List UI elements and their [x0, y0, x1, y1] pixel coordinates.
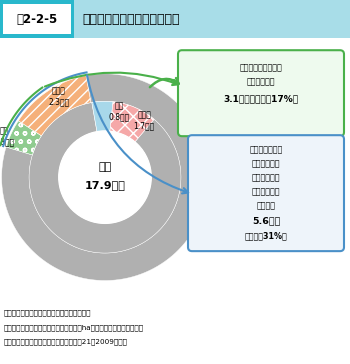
- Text: 注：基幹的水利施設（受益面積１００ha以上の農業水利施設）の資: 注：基幹的水利施設（受益面積１００ha以上の農業水利施設）の資: [4, 324, 144, 331]
- Text: 3.1兆円（全体の17%）: 3.1兆円（全体の17%）: [223, 95, 299, 104]
- Text: 資料：農林水産省「農業基盤情報基礎調査」: 資料：農林水産省「農業基盤情報基礎調査」: [4, 309, 91, 316]
- Circle shape: [59, 131, 151, 223]
- Text: 基幹的水利施設の老朽化状況: 基幹的水利施設の老朽化状況: [82, 13, 180, 25]
- Text: 県営等
2.3兆円: 県営等 2.3兆円: [48, 86, 69, 106]
- Text: 既に標準耐用年数を: 既に標準耐用年数を: [240, 64, 282, 73]
- Text: 17.9兆円: 17.9兆円: [85, 180, 125, 190]
- Polygon shape: [6, 121, 41, 155]
- Text: （全体の31%）: （全体の31%）: [245, 232, 287, 241]
- Polygon shape: [2, 74, 208, 281]
- Text: 耐用年数を超: 耐用年数を超: [252, 174, 280, 183]
- Text: 県営等
1.7兆円: 県営等 1.7兆円: [133, 111, 155, 131]
- Text: 5.6兆円: 5.6兆円: [252, 217, 280, 226]
- Bar: [74, 0, 350, 38]
- Text: 図2-2-5: 図2-2-5: [16, 13, 58, 25]
- Text: 国営
0.8兆円: 国営 0.8兆円: [108, 102, 130, 122]
- FancyBboxPatch shape: [188, 135, 344, 251]
- Text: 全体: 全体: [98, 162, 112, 172]
- Polygon shape: [18, 76, 91, 136]
- Text: 超過した施設: 超過した施設: [247, 78, 275, 87]
- Text: 産価値（再建設費ベース）（平成21（2009）年）: 産価値（再建設費ベース）（平成21（2009）年）: [4, 338, 128, 345]
- Text: 過する施設を: 過する施設を: [252, 188, 280, 197]
- Polygon shape: [110, 102, 154, 142]
- Text: 更に今後１０年: 更に今後１０年: [249, 146, 283, 155]
- Text: のうちに標準: のうちに標準: [252, 160, 280, 169]
- FancyBboxPatch shape: [3, 4, 71, 34]
- Text: 加えると: 加えると: [257, 202, 275, 211]
- Polygon shape: [29, 102, 181, 253]
- Polygon shape: [92, 101, 113, 132]
- Text: 国営
0.8兆円: 国営 0.8兆円: [0, 126, 15, 146]
- FancyBboxPatch shape: [178, 50, 344, 136]
